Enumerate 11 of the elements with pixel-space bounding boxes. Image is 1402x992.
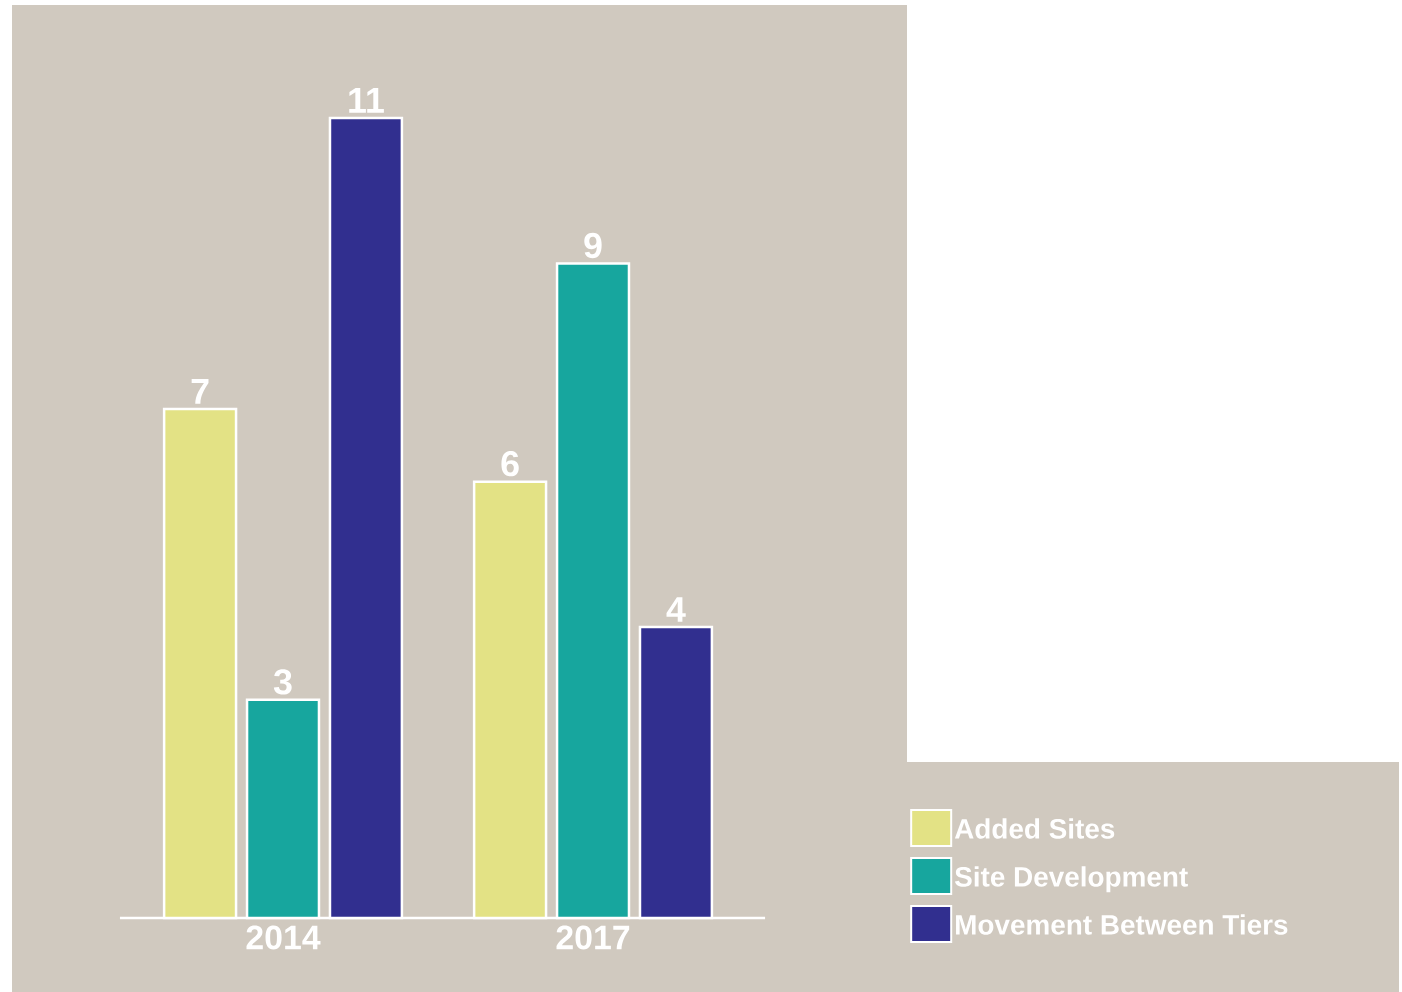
x-tick-label: 2017 (556, 925, 630, 950)
data-label: 7 (191, 378, 209, 404)
data-label: 6 (501, 450, 519, 477)
data-label: 9 (584, 232, 602, 259)
x-tick-label: 2014 (246, 925, 321, 950)
data-label: 3 (273, 669, 292, 695)
data-label: 11 (349, 88, 384, 113)
data-label: 4 (666, 597, 686, 622)
legend-label: Added Sites (954, 818, 1115, 839)
legend-label: Site Development (954, 866, 1188, 893)
legend-label: Movement Between Tiers (956, 914, 1288, 935)
